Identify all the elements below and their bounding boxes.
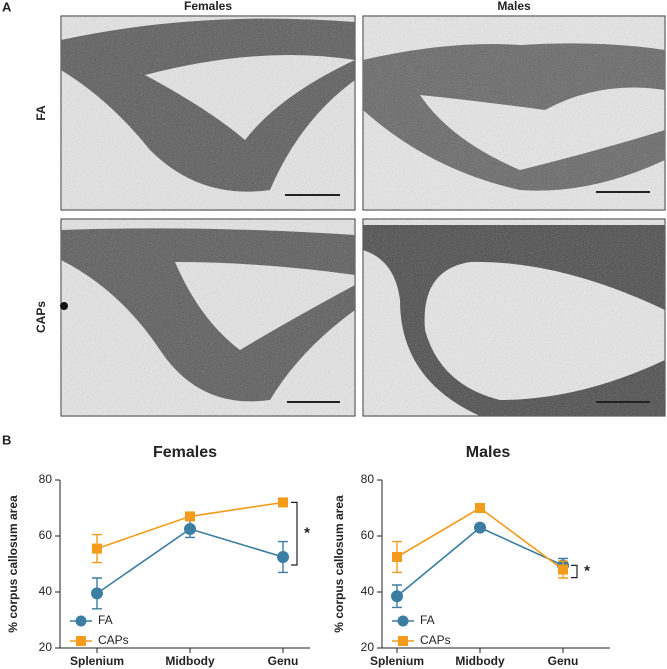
legend-label: CAPs	[98, 633, 129, 647]
x-tick-label: Midbody	[165, 654, 215, 668]
legend-marker	[75, 615, 87, 627]
point	[277, 551, 289, 563]
column-label: Males	[497, 0, 531, 13]
y-tick-label: 20	[361, 640, 375, 654]
x-tick-label: Genu	[548, 654, 579, 668]
point	[184, 523, 196, 535]
annotation: *	[584, 562, 590, 579]
micrograph	[362, 15, 666, 211]
x-tick-label: Midbody	[455, 654, 505, 668]
row-label: FA	[34, 105, 48, 121]
point	[185, 511, 195, 522]
significance-bracket	[571, 564, 578, 579]
x-tick-label: Genu	[268, 654, 299, 668]
micrograph	[60, 15, 356, 211]
legend-label: FA	[420, 613, 435, 627]
annotation: *	[304, 525, 310, 542]
chart-title: Females	[153, 444, 217, 461]
point	[474, 521, 486, 534]
y-tick-label: 60	[361, 528, 375, 542]
y-tick-label: 40	[361, 584, 375, 598]
point	[278, 497, 288, 508]
x-tick-label: Splenium	[370, 654, 424, 668]
point	[391, 590, 403, 603]
legend-marker	[76, 636, 86, 646]
y-tick-label: 20	[39, 640, 53, 654]
legend-label: FA	[98, 613, 113, 627]
series-line	[396, 526, 564, 597]
panel-label: A	[2, 0, 12, 14]
series-line	[396, 507, 564, 571]
legend-marker	[398, 636, 408, 646]
column-label: Females	[184, 0, 232, 13]
panel-label: B	[2, 432, 11, 447]
point	[91, 587, 103, 600]
point	[392, 552, 402, 562]
y-tick-label: 80	[361, 472, 375, 486]
micrograph	[60, 218, 356, 417]
point	[558, 564, 568, 575]
y-tick-label: 40	[39, 584, 53, 598]
legend-label: CAPs	[420, 633, 451, 647]
micrograph	[362, 218, 666, 417]
chart-title: Males	[466, 444, 511, 461]
y-tick-label: 60	[39, 528, 53, 542]
point	[475, 503, 485, 513]
legend-marker	[397, 615, 409, 627]
y-axis-label: % corpus callosum area	[332, 495, 346, 633]
y-tick-label: 80	[39, 472, 53, 486]
row-label: CAPs	[34, 301, 48, 333]
x-tick-label: Splenium	[70, 654, 124, 668]
significance-bracket	[291, 501, 298, 566]
point	[92, 543, 102, 554]
y-axis-label: % corpus callosum area	[6, 495, 20, 633]
